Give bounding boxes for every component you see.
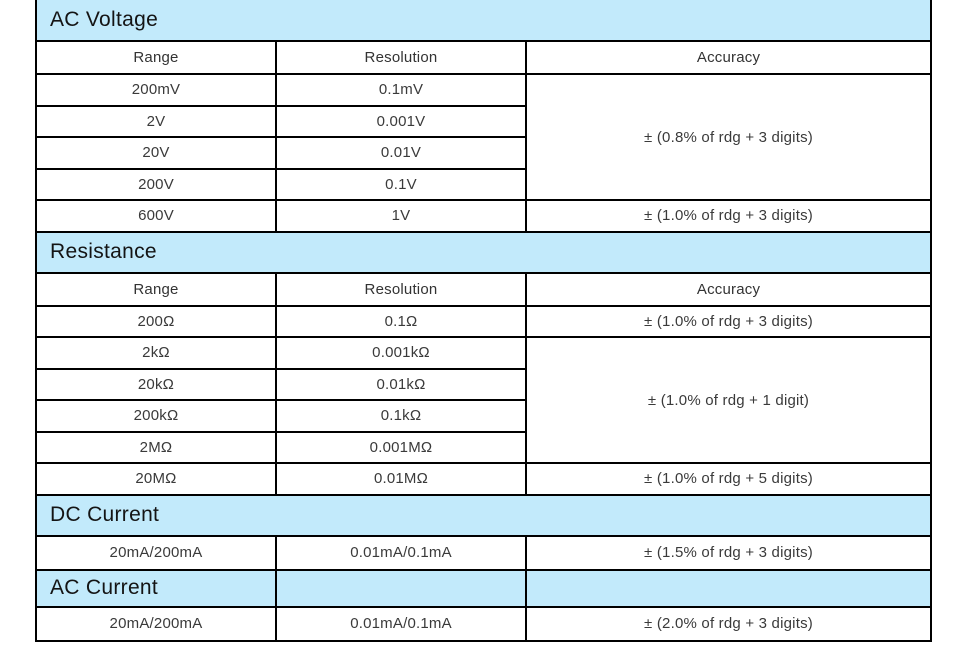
resolution-cell: 0.01V	[275, 136, 527, 170]
column-header-row: Range Resolution Accuracy	[35, 40, 933, 75]
resolution-cell: 0.01kΩ	[275, 367, 527, 401]
table-row: 2kΩ 0.001kΩ ± (1.0% of rdg + 1 digit)	[35, 336, 933, 464]
section-band-empty-cell	[524, 568, 933, 608]
multimeter-spec-table: AC Voltage Range Resolution Accuracy 200…	[34, 0, 933, 642]
table-row: 200Ω 0.1Ω ± (1.0% of rdg + 3 digits)	[35, 304, 933, 338]
section-band-dc-current: DC Current	[34, 493, 933, 537]
range-cell: 600V	[35, 199, 277, 233]
col-header-range: Range	[35, 271, 277, 307]
section-title-resistance: Resistance	[34, 230, 933, 274]
table-row: 200V 0.1V	[35, 167, 931, 201]
resolution-cell: 0.001MΩ	[275, 430, 527, 464]
resolution-cell: 0.1mV	[275, 73, 527, 107]
table-row: 2MΩ 0.001MΩ	[35, 430, 931, 464]
table-row: 200mV 0.1mV ± (0.8% of rdg + 3 digits)	[35, 73, 933, 201]
section-title-ac-current: AC Current	[35, 568, 277, 608]
section-band-ac-current: AC Current	[35, 568, 933, 608]
table-row: 20mA/200mA 0.01mA/0.1mA ± (2.0% of rdg +…	[35, 605, 933, 642]
col-header-resolution: Resolution	[275, 40, 527, 75]
table-row: 20mA/200mA 0.01mA/0.1mA ± (1.5% of rdg +…	[35, 534, 933, 571]
resolution-cell: 0.01mA/0.1mA	[275, 534, 527, 571]
resolution-cell: 0.001kΩ	[275, 336, 527, 370]
table-row: 20MΩ 0.01MΩ ± (1.0% of rdg + 5 digits)	[35, 462, 933, 496]
range-cell: 20MΩ	[35, 462, 277, 496]
col-header-resolution: Resolution	[275, 271, 527, 307]
resolution-cell: 1V	[275, 199, 527, 233]
table-row: 600V 1V ± (1.0% of rdg + 3 digits)	[35, 199, 933, 233]
section-band-empty-cell	[275, 568, 527, 608]
section-band-ac-voltage: AC Voltage	[34, 0, 933, 42]
accuracy-cell: ± (0.8% of rdg + 3 digits)	[524, 73, 933, 201]
range-cell: 200kΩ	[35, 399, 277, 433]
range-cell: 2V	[35, 104, 277, 138]
resolution-cell: 0.1Ω	[275, 304, 527, 338]
resolution-cell: 0.01MΩ	[275, 462, 527, 496]
range-cell: 2MΩ	[35, 430, 277, 464]
accuracy-cell: ± (2.0% of rdg + 3 digits)	[524, 605, 933, 642]
accuracy-cell: ± (1.0% of rdg + 1 digit)	[524, 336, 933, 464]
col-header-accuracy: Accuracy	[524, 40, 933, 75]
range-cell: 20mA/200mA	[35, 534, 277, 571]
range-cell: 200V	[35, 167, 277, 201]
section-title-ac-voltage: AC Voltage	[34, 0, 933, 42]
range-cell: 20V	[35, 136, 277, 170]
accuracy-cell: ± (1.0% of rdg + 5 digits)	[524, 462, 933, 496]
accuracy-cell: ± (1.5% of rdg + 3 digits)	[524, 534, 933, 571]
col-header-range: Range	[35, 40, 277, 75]
range-cell: 20mA/200mA	[35, 605, 277, 642]
table-row: 20kΩ 0.01kΩ	[35, 367, 931, 401]
range-cell: 200mV	[35, 73, 277, 107]
resolution-cell: 0.1V	[275, 167, 527, 201]
range-cell: 2kΩ	[35, 336, 277, 370]
table-row: 2V 0.001V	[35, 104, 931, 138]
resolution-cell: 0.1kΩ	[275, 399, 527, 433]
range-cell: 200Ω	[35, 304, 277, 338]
range-cell: 20kΩ	[35, 367, 277, 401]
accuracy-cell: ± (1.0% of rdg + 3 digits)	[524, 304, 933, 338]
table-row: 200kΩ 0.1kΩ	[35, 399, 931, 433]
resolution-cell: 0.001V	[275, 104, 527, 138]
column-header-row: Range Resolution Accuracy	[35, 271, 933, 307]
resolution-cell: 0.01mA/0.1mA	[275, 605, 527, 642]
accuracy-cell: ± (1.0% of rdg + 3 digits)	[524, 199, 933, 233]
col-header-accuracy: Accuracy	[524, 271, 933, 307]
section-title-dc-current: DC Current	[34, 493, 933, 537]
section-band-resistance: Resistance	[34, 230, 933, 274]
